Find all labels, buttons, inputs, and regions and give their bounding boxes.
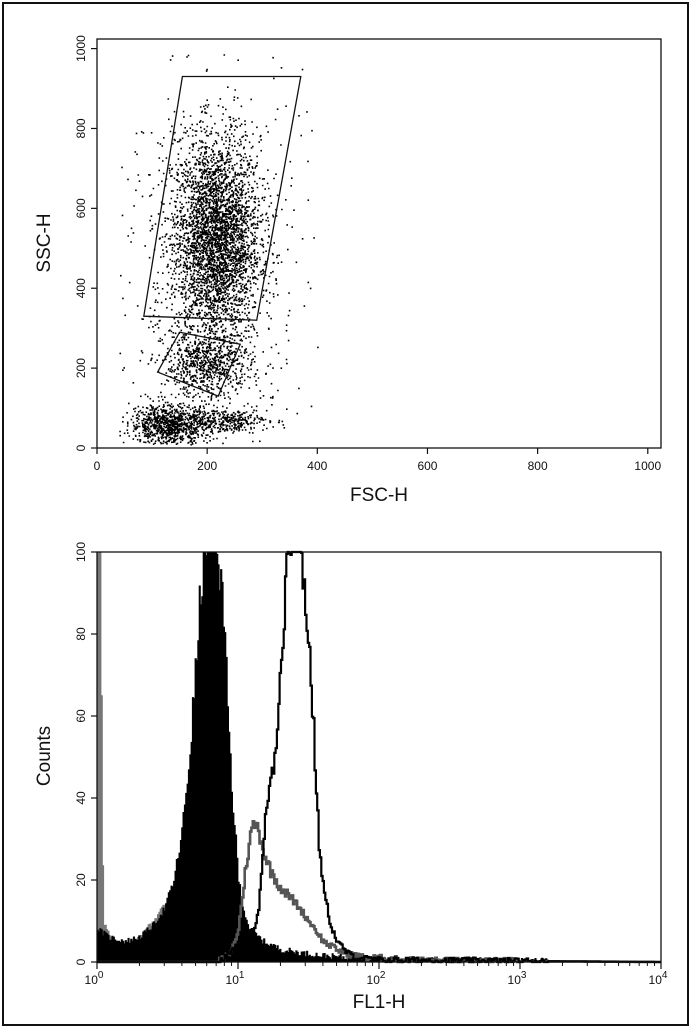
scatter-x-axis-title: FSC-H [350, 485, 408, 506]
histogram-panel: 100 101 102 103 104 0 20 40 60 80 100 FL1-H Count… [34, 542, 668, 1013]
x-tick-label: 200 [197, 459, 217, 473]
histogram-y-axis-title: Counts [34, 726, 55, 786]
x-tick-label: 101 [226, 970, 245, 987]
y-tick-label: 800 [74, 118, 88, 138]
scatter-x-ticks: 0 200 400 600 800 1000 [94, 448, 661, 473]
y-tick-label: 1000 [74, 35, 88, 62]
x-tick-label: 0 [94, 459, 101, 473]
y-tick-label: 600 [74, 198, 88, 218]
y-tick-label: 80 [74, 627, 88, 641]
y-tick-label: 0 [74, 444, 88, 451]
x-tick-label: 100 [85, 970, 104, 987]
x-tick-label: 104 [649, 970, 668, 987]
scatter-gates [143, 75, 302, 397]
x-tick-label: 400 [307, 459, 327, 473]
y-tick-label: 100 [74, 542, 88, 562]
x-tick-label: 102 [367, 970, 386, 987]
histogram-x-axis-title: FL1-H [353, 992, 406, 1013]
y-tick-label: 60 [74, 709, 88, 723]
y-tick-label: 400 [74, 278, 88, 298]
gate-2 [156, 331, 242, 397]
x-tick-label: 1000 [634, 459, 661, 473]
y-tick-label: 40 [74, 791, 88, 805]
event-dots [132, 54, 312, 418]
population-granulocyte-cluster [132, 54, 312, 418]
x-tick-label: 600 [417, 459, 437, 473]
histogram-y-ticks: 0 20 40 60 80 100 [74, 542, 97, 965]
scatter-y-axis-title: SSC-H [34, 213, 55, 272]
event-dots [154, 404, 299, 440]
x-tick-label: 103 [508, 970, 527, 987]
x-tick-label: 800 [528, 459, 548, 473]
histogram-x-ticks: 100 101 102 103 104 [85, 962, 668, 987]
event-dots [139, 311, 288, 411]
population-debris-band [154, 404, 299, 440]
gate-1 [143, 75, 302, 321]
y-tick-label: 200 [74, 358, 88, 378]
scatter-y-ticks: 0 200 400 600 800 1000 [74, 35, 97, 451]
y-tick-label: 0 [74, 958, 88, 965]
scatter-plot-panel: 0 200 400 600 800 1000 0 200 400 600 800 1000 FSC-… [34, 35, 662, 506]
y-tick-label: 20 [74, 873, 88, 887]
population-monocyte-cluster [139, 311, 288, 411]
scatter-dots [119, 54, 319, 446]
scatter-plot-frame [96, 38, 662, 449]
